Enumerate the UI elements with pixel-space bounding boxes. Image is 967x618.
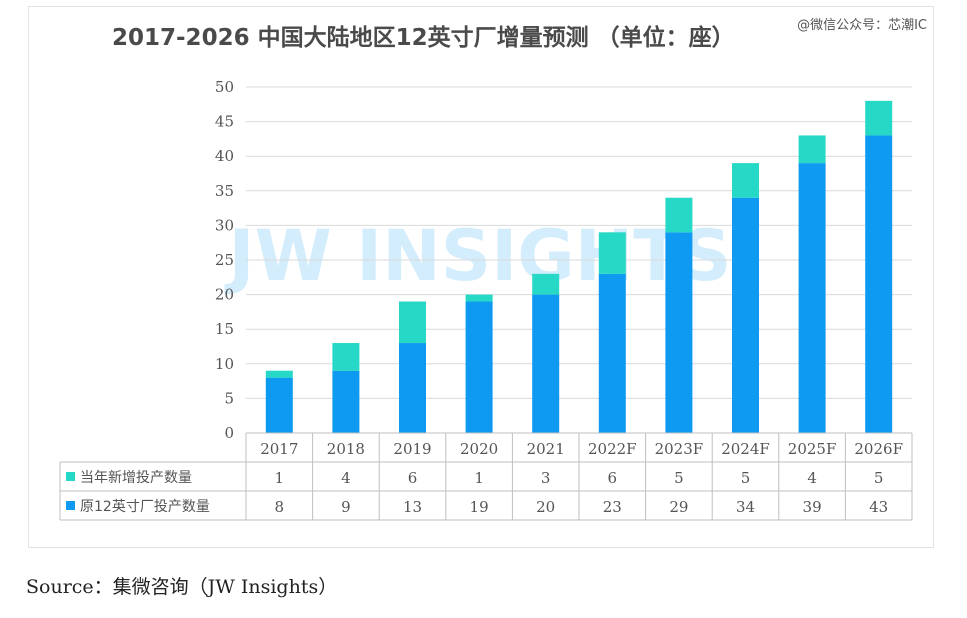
bar-new-2026F [865, 100, 893, 136]
data-label: 39 [803, 498, 822, 516]
bar-existing-2019 [399, 343, 426, 433]
data-table: 2017 2018 2019 2020 2021 2022F 2023F 2024F 2025F… [59, 432, 913, 521]
bar-new-2020 [465, 294, 493, 302]
data-label: 1 [275, 469, 285, 487]
y-tick-label: 30 [215, 216, 234, 234]
x-tick-label: 2018 [327, 440, 365, 458]
data-label: 6 [408, 469, 418, 487]
y-tick-label: 45 [215, 113, 234, 131]
x-tick-label: 2017 [260, 440, 298, 458]
y-tick-label: 25 [215, 251, 234, 269]
chart-title: 2017-2026 中国大陆地区12英寸厂增量预测 （单位：座） [112, 25, 735, 51]
data-label: 9 [341, 498, 351, 516]
data-label: 5 [741, 469, 751, 487]
source-note: Source：集微咨询（JW Insights） [26, 576, 338, 598]
bar-new-2025F [798, 135, 826, 164]
x-tick-label: 2021 [527, 440, 565, 458]
bar-existing-2022F [598, 273, 626, 433]
bar-new-2024F [732, 163, 759, 198]
bar-new-2019 [399, 301, 426, 344]
watermark-top: @微信公众号：芯潮IC [797, 18, 927, 33]
y-tick-label: 5 [224, 389, 234, 407]
y-tick-label: 15 [215, 320, 234, 338]
y-tick-label: 40 [215, 147, 234, 165]
y-tick-label: 35 [215, 182, 234, 200]
data-label: 13 [403, 498, 422, 516]
bar-existing-2021 [532, 294, 560, 433]
bar-existing-2025F [798, 163, 826, 433]
data-label: 6 [608, 469, 618, 487]
data-label: 5 [874, 469, 884, 487]
y-tick-label: 0 [224, 424, 234, 442]
watermark-center: JW INSIGHTS [225, 215, 732, 297]
bar-existing-2017 [265, 377, 293, 433]
y-tick-label: 20 [215, 286, 234, 304]
bar-existing-2023F [665, 232, 693, 433]
data-label: 23 [603, 498, 622, 516]
data-label: 34 [736, 498, 755, 516]
data-label: 4 [341, 469, 351, 487]
x-tick-label: 2025F [788, 440, 837, 458]
bars-layer [265, 100, 893, 433]
y-tick-label: 10 [215, 355, 234, 373]
x-tick-label: 2023F [655, 440, 704, 458]
x-tick-label: 2022F [588, 440, 637, 458]
data-label: 4 [807, 469, 817, 487]
chart-frame [28, 6, 934, 548]
bar-new-2021 [532, 273, 560, 295]
bar-existing-2020 [465, 301, 493, 433]
data-label: 8 [275, 498, 285, 516]
data-label: 1 [474, 469, 484, 487]
bar-existing-2024F [732, 197, 759, 433]
legend-label: 原12英寸厂投产数量 [80, 498, 210, 515]
x-tick-label: 2024F [721, 440, 770, 458]
legend-swatch [66, 472, 75, 481]
data-label: 29 [669, 498, 688, 516]
bar-new-2023F [665, 197, 693, 233]
bar-new-2018 [332, 343, 360, 371]
legend-label: 当年新增投产数量 [80, 470, 192, 486]
data-label: 43 [869, 498, 888, 516]
x-tick-label: 2020 [460, 440, 498, 458]
y-tick-label: 50 [215, 78, 234, 96]
bar-new-2017 [265, 370, 293, 378]
data-label: 19 [470, 498, 489, 516]
data-label: 5 [674, 469, 684, 487]
bar-new-2022F [598, 232, 626, 274]
x-tick-label: 2026F [854, 440, 903, 458]
legend-swatch [66, 501, 75, 510]
bar-existing-2018 [332, 370, 360, 433]
x-tick-label: 2019 [393, 440, 431, 458]
data-label: 3 [541, 469, 551, 487]
bar-existing-2026F [865, 135, 893, 433]
data-label: 20 [536, 498, 555, 516]
